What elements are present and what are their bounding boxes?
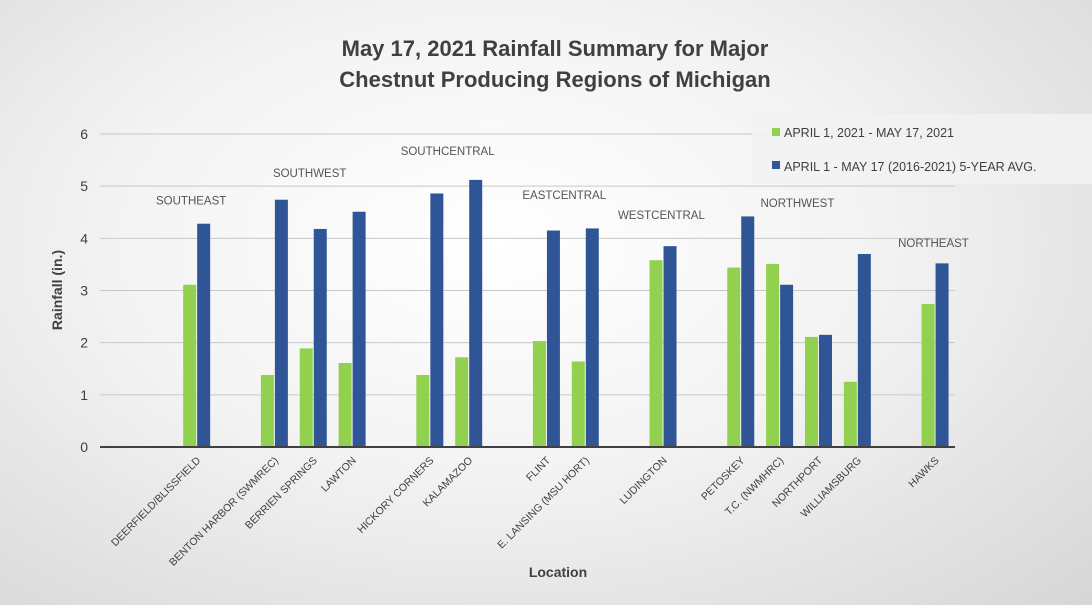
legend-swatch-2021 [772, 128, 780, 136]
bar-5yr-avg-9 [469, 179, 483, 447]
bar-5yr-avg-11 [546, 230, 560, 447]
region-label: SOUTHWEST [273, 168, 346, 180]
bar-2021-21 [921, 304, 935, 447]
bar-5yr-avg-18 [818, 334, 832, 447]
x-tick-label: LAWTON [319, 455, 359, 495]
bar-5yr-avg-16 [741, 216, 755, 447]
y-tick-label: 3 [80, 283, 88, 299]
bar-2021-14 [649, 260, 663, 447]
x-tick-label: BERRIEN SPRINGS [243, 455, 320, 532]
x-tick-label: DEERFIELD/BLISSFIELD [109, 454, 204, 549]
legend: APRIL 1, 2021 - MAY 17, 2021 APRIL 1 - M… [752, 114, 1092, 184]
bar-5yr-avg-6 [352, 211, 366, 447]
region-label: WESTCENTRAL [618, 210, 706, 222]
bar-5yr-avg-19 [857, 253, 871, 447]
chart-title-line-2: Chestnut Producing Regions of Michigan [339, 67, 770, 92]
bar-2021-2 [183, 284, 197, 447]
bar-2021-11 [532, 341, 546, 447]
y-axis-ticks: 0 1 2 3 4 5 6 [80, 126, 88, 455]
legend-label-2021: APRIL 1, 2021 - MAY 17, 2021 [784, 126, 954, 140]
x-tick-label: FLINT [524, 454, 554, 484]
bar-2021-17 [766, 263, 780, 447]
bar-2021-16 [727, 267, 741, 447]
bar-2021-18 [804, 336, 818, 447]
y-tick-label: 5 [80, 178, 88, 194]
region-label: NORTHWEST [760, 198, 834, 210]
bar-2021-8 [416, 375, 430, 447]
legend-swatch-5yr-avg [772, 161, 780, 169]
bar-2021-6 [338, 363, 352, 447]
bar-2021-4 [260, 375, 274, 447]
bar-5yr-avg-5 [313, 228, 327, 447]
region-annotations: SOUTHEAST SOUTHWEST SOUTHCENTRAL EASTCENTRA… [156, 146, 969, 250]
bar-5yr-avg-8 [430, 193, 444, 447]
legend-label-5yr-avg: APRIL 1 - MAY 17 (2016-2021) 5-YEAR AVG. [784, 160, 1036, 174]
bar-5yr-avg-4 [274, 199, 288, 447]
bar-2021-12 [571, 361, 585, 447]
bars [183, 179, 949, 447]
region-label: SOUTHEAST [156, 195, 226, 207]
bar-5yr-avg-12 [585, 228, 599, 447]
y-axis-title: Rainfall (in.) [49, 250, 65, 330]
x-tick-label: LUDINGTON [618, 455, 670, 507]
bar-5yr-avg-17 [780, 284, 794, 447]
legend-background [752, 114, 1092, 184]
bar-2021-19 [843, 381, 857, 447]
region-label: SOUTHCENTRAL [401, 146, 496, 158]
chart-title-line-1: May 17, 2021 Rainfall Summary for Major [342, 36, 769, 61]
y-tick-label: 0 [80, 439, 88, 455]
bar-2021-9 [455, 357, 469, 447]
y-tick-label: 4 [80, 230, 88, 246]
y-tick-label: 1 [80, 387, 88, 403]
region-label: NORTHEAST [898, 238, 969, 250]
region-label: EASTCENTRAL [522, 190, 606, 202]
bar-5yr-avg-21 [935, 263, 949, 447]
bar-5yr-avg-2 [197, 223, 211, 447]
bar-5yr-avg-14 [663, 246, 677, 447]
x-tick-label: HICKORY CORNERS [355, 455, 436, 536]
y-tick-label: 6 [80, 126, 88, 142]
x-tick-label: HAWKS [906, 455, 941, 490]
y-tick-label: 2 [80, 335, 88, 351]
bar-2021-5 [299, 348, 313, 447]
x-axis-title: Location [529, 564, 587, 580]
